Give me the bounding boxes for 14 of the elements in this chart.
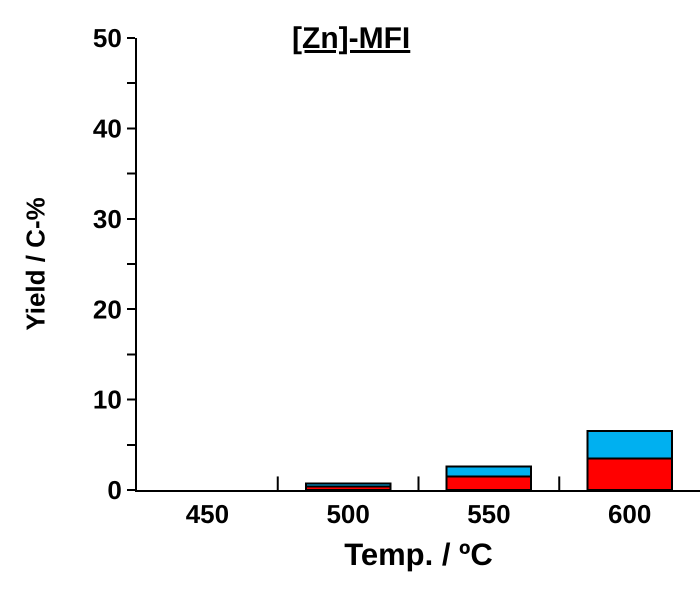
x-tick-label: 600 <box>608 499 652 530</box>
chart-title: [Zn]-MFI <box>292 22 410 55</box>
x-axis-title: Temp. / ºC <box>344 536 493 572</box>
y-tick-label: 30 <box>92 204 122 234</box>
y-tick-label: 20 <box>92 294 122 324</box>
y-tick-label: 10 <box>92 384 122 415</box>
x-tick-label: 450 <box>186 499 230 530</box>
y-tick-label: 50 <box>92 23 122 54</box>
x-tick-label: 500 <box>326 499 370 530</box>
bar <box>304 482 392 488</box>
y-axis-title: Yield / C-% <box>20 197 51 331</box>
y-tick-label: 40 <box>92 114 122 144</box>
x-tick-label: 550 <box>467 499 511 530</box>
y-tick-label: 0 <box>107 475 122 506</box>
